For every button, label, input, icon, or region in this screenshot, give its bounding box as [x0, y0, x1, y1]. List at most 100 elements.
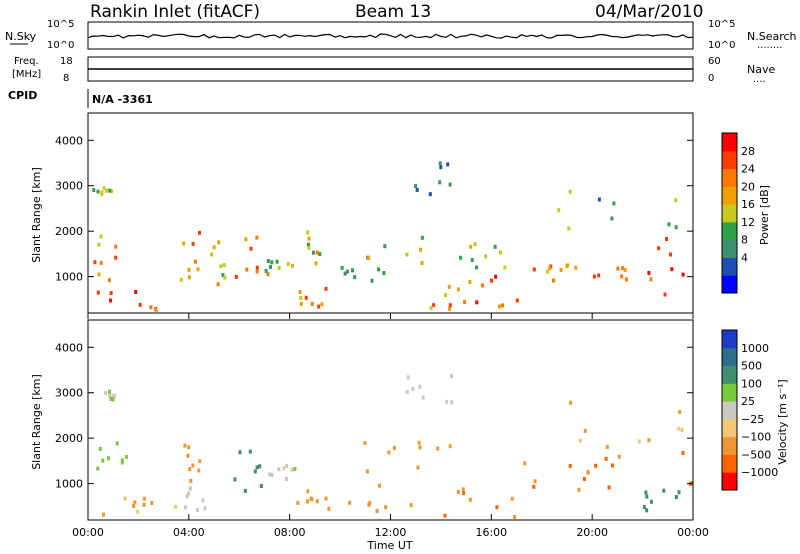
velocity-cell — [637, 439, 641, 444]
velocity-ytick-label: 3000 — [55, 387, 83, 400]
power-cell — [318, 252, 322, 257]
power-cell — [217, 240, 221, 245]
power-cell — [109, 291, 113, 296]
power-cell — [597, 197, 601, 202]
velocity-cell — [113, 394, 117, 399]
velocity-cell — [617, 454, 621, 459]
nave-tick-bottom: 0 — [708, 73, 714, 84]
power-cell — [620, 274, 624, 279]
velocity-cell — [409, 503, 413, 508]
power-cell — [438, 161, 442, 166]
velocity-cell — [384, 505, 388, 510]
power-cell — [249, 246, 253, 251]
power-cbar-cell — [722, 133, 737, 152]
velocity-cell — [96, 466, 100, 471]
nsky-strip-frame — [87, 21, 694, 50]
velocity-cell — [348, 500, 352, 505]
power-cell — [102, 186, 106, 191]
power-cell — [367, 255, 371, 260]
velocity-cell — [191, 463, 195, 468]
power-cell — [545, 269, 549, 274]
velocity-cell — [607, 485, 611, 490]
velocity-cell — [677, 426, 681, 431]
velocity-cell — [189, 478, 193, 483]
velocity-cell — [243, 488, 247, 493]
power-cell — [657, 246, 661, 251]
power-cell — [669, 252, 672, 257]
nave-dots: .... — [753, 74, 766, 85]
power-cell — [255, 235, 259, 240]
power-cell — [499, 250, 502, 255]
velocity-cell — [411, 387, 415, 391]
power-cell — [93, 260, 97, 265]
velocity-ytick-label: 2000 — [55, 432, 83, 445]
power-cell — [219, 264, 223, 269]
power-cell — [315, 250, 319, 255]
velocity-cell — [568, 463, 572, 468]
velocity-cell — [363, 441, 367, 445]
velocity-cell — [495, 505, 499, 510]
power-cbar-tick: 16 — [741, 198, 755, 211]
power-cell — [447, 284, 451, 289]
power-cell — [649, 277, 653, 282]
power-cell — [286, 261, 290, 266]
power-cell — [92, 188, 96, 192]
time-axis-label: Time UT — [366, 539, 412, 552]
velocity-cell — [445, 399, 449, 404]
velocity-cell — [109, 396, 113, 401]
power-cell — [312, 250, 315, 255]
power-cell — [494, 274, 498, 279]
velocity-cell — [201, 498, 205, 503]
velocity-cbar-cell — [722, 472, 737, 491]
velocity-cell — [510, 496, 514, 501]
velocity-cell — [421, 395, 425, 400]
power-cell — [223, 275, 227, 280]
power-cell — [415, 187, 419, 192]
velocity-cell — [674, 495, 678, 499]
power-cell — [149, 305, 153, 310]
power-cell — [340, 265, 344, 270]
power-cell — [324, 286, 328, 291]
nsky-trace — [87, 33, 694, 39]
freq-label-unit: [MHz] — [12, 69, 41, 80]
power-colorbar: 28 24 20 16 12 8 4 — [721, 132, 755, 294]
velocity-cell — [306, 499, 310, 504]
power-cell — [264, 268, 268, 273]
power-cell — [515, 298, 519, 303]
power-ytick-label: 4000 — [55, 134, 83, 147]
velocity-cell — [132, 504, 136, 508]
power-cell — [351, 268, 354, 273]
power-cell — [432, 303, 436, 308]
velocity-cell — [183, 443, 187, 448]
power-cbar-cell — [722, 257, 737, 276]
power-cell — [674, 198, 678, 203]
time-tick-label: 16:00 — [475, 526, 507, 539]
power-cell — [568, 189, 572, 194]
power-cell — [439, 165, 443, 170]
velocity-cell — [133, 500, 137, 505]
power-cell — [459, 255, 463, 260]
date-title: 04/Mar/2010 — [595, 2, 703, 22]
power-cell — [182, 241, 186, 246]
power-cell — [444, 293, 448, 298]
velocity-cell — [277, 467, 281, 472]
power-cell — [245, 267, 249, 272]
power-cell — [574, 265, 578, 270]
power-cbar-label: Power [dB] — [758, 185, 771, 245]
power-cell — [624, 277, 628, 282]
velocity-cell — [450, 374, 454, 379]
velocity-cell — [523, 461, 527, 466]
velocity-cell — [327, 506, 331, 511]
power-cell — [307, 236, 311, 241]
power-cbar-tick: 20 — [741, 180, 755, 193]
velocity-cell — [108, 393, 112, 398]
power-cell — [446, 162, 450, 167]
velocity-yticks: 4000 3000 2000 1000 — [55, 341, 693, 491]
power-ytick-label: 2000 — [55, 225, 83, 238]
velocity-cell — [186, 453, 190, 458]
power-cell — [108, 188, 112, 193]
velocity-cell — [111, 397, 115, 402]
power-cell — [221, 273, 225, 278]
cpid-value: N/A -3361 — [92, 93, 153, 106]
